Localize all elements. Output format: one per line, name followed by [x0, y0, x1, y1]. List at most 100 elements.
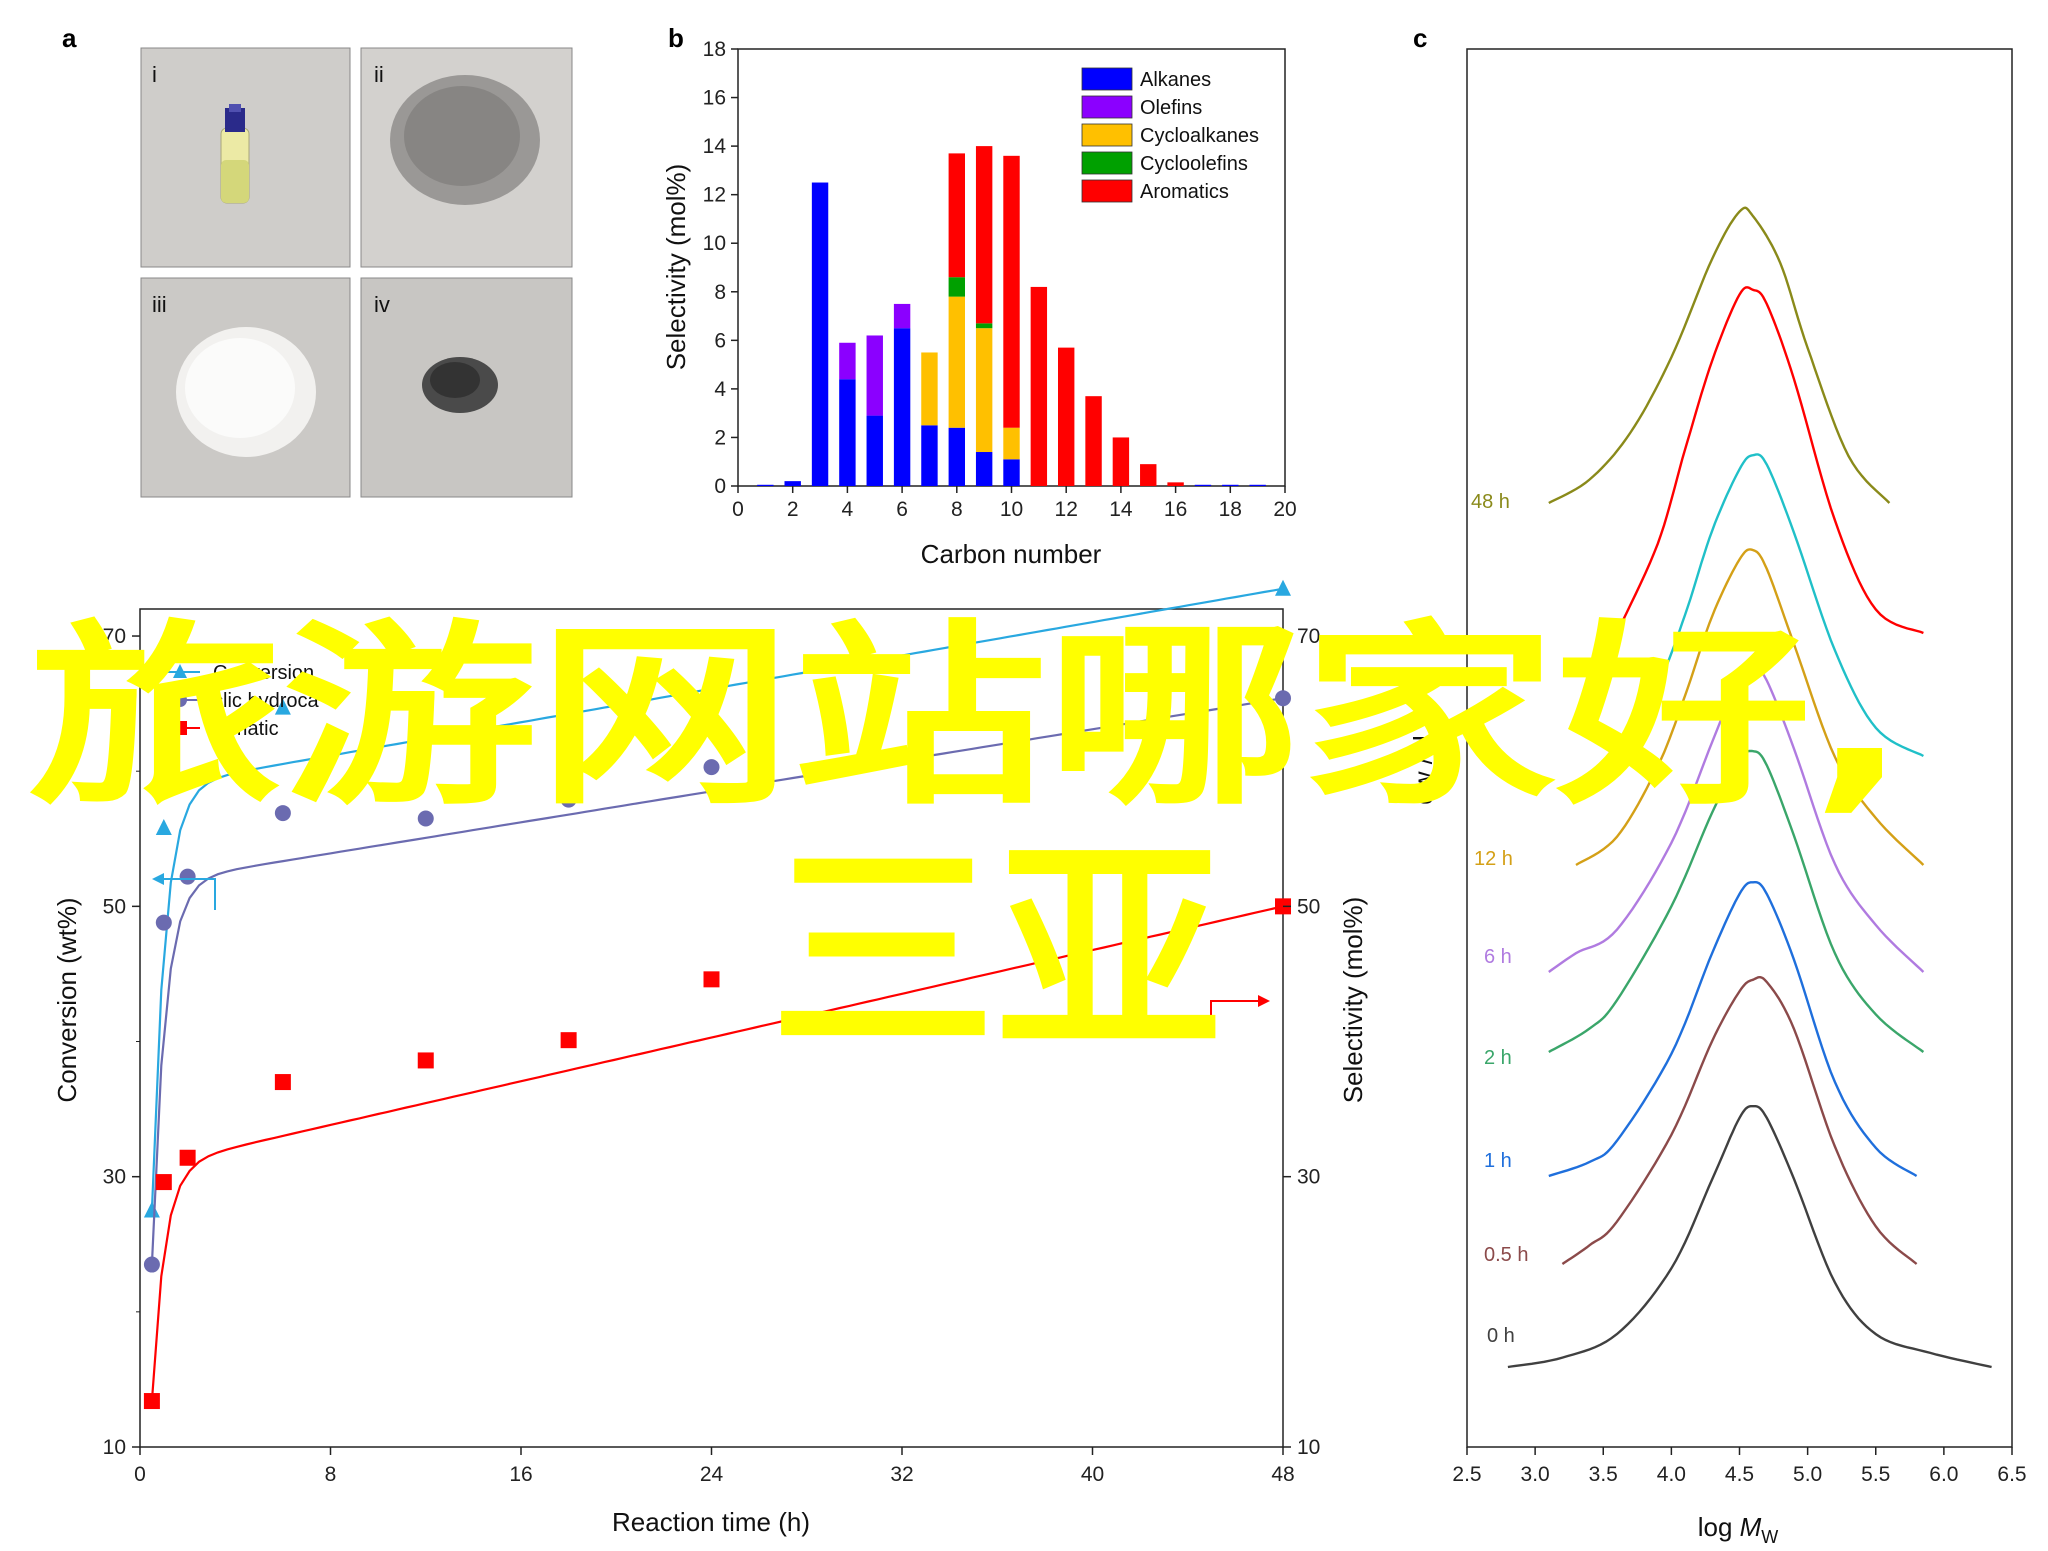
chart-d-ytick-label: 10 — [103, 1436, 126, 1459]
chart-d-ylabel: Conversion (wt%) — [52, 897, 82, 1102]
point-cyclic — [703, 759, 720, 776]
bar-cycloalkanes-c9 — [975, 328, 993, 453]
chart-b-bars — [757, 146, 1266, 486]
chart-d-ytick-label: 30 — [103, 1166, 126, 1189]
bar-aromatics-c14 — [1112, 437, 1130, 486]
point-conversion — [179, 771, 196, 788]
chart-d-ytick-label-right: 70 — [1297, 625, 1320, 648]
overlay-line-2: 三亚 — [770, 821, 1222, 1084]
chart-d-ytick-label-right: 50 — [1297, 895, 1320, 918]
gpc-curve-1-h — [1548, 881, 1918, 1178]
point-aromatics — [179, 1149, 196, 1166]
bar-aromatics-c8 — [948, 153, 966, 278]
photo-iv-label: iv — [374, 292, 390, 317]
bar-aromatics-c16 — [1167, 482, 1184, 486]
bar-cycloalkanes-c8 — [948, 296, 966, 428]
point-conversion — [417, 694, 434, 711]
gpc-label-0-h: 0 h — [1487, 1325, 1515, 1347]
point-conversion — [560, 678, 577, 695]
gpc-curve-24-h — [1615, 453, 1924, 758]
legend-swatch-alkanes — [1081, 67, 1133, 91]
point-conversion — [703, 629, 720, 646]
bar-alkanes-c5 — [866, 415, 883, 486]
chart-c-xtick-label: 4.5 — [1725, 1463, 1754, 1486]
photo-iv: iv — [360, 277, 573, 498]
chart-b-xtick-label: 14 — [1109, 498, 1133, 521]
bar-olefins-c5 — [866, 335, 883, 416]
bar-alkanes-c6 — [893, 328, 911, 486]
chart-b-xlabel: Carbon number — [921, 539, 1102, 569]
bar-cycloalkanes-c7 — [921, 352, 938, 426]
point-cyclic — [417, 810, 434, 827]
chart-d-ytick-label: 50 — [103, 895, 126, 918]
fit-line-2 — [150, 905, 1284, 1402]
chart-c-plot: 0 h 0.5 h 1 h 2 h 6 h 12 h 48 h — [1471, 206, 1992, 1369]
bar-aromatics-c12 — [1057, 347, 1075, 486]
fit-line-0 — [150, 587, 1284, 1211]
chart-c-xtick-label: 3.5 — [1589, 1463, 1618, 1486]
chart-b-ytick-label: 10 — [703, 232, 726, 255]
chart-c-xtick-label: 4.0 — [1657, 1463, 1686, 1486]
bar-alkanes-c8 — [948, 427, 966, 486]
point-aromatics — [274, 1074, 291, 1091]
chart-b-ytick-label: 14 — [703, 135, 727, 158]
chart-c-xtick-label: 6.5 — [1997, 1463, 2026, 1486]
gpc-label-0-5-h: 0.5 h — [1484, 1244, 1528, 1266]
chart-b-ytick-label: 12 — [703, 184, 726, 207]
chart-b-xtick-label: 10 — [1000, 498, 1023, 521]
point-cyclic — [1275, 690, 1291, 707]
point-aromatics — [155, 1174, 172, 1191]
photo-ii: ii — [360, 47, 573, 268]
selectivity-axis-arrow — [1210, 995, 1270, 1020]
legend-swatch-cycloalkanes — [1081, 123, 1133, 147]
point-aromatics — [560, 1032, 577, 1049]
chart-b-xtick-label: 0 — [732, 498, 744, 521]
point-cyclic — [179, 868, 196, 885]
gpc-curve-0-h — [1507, 1104, 1992, 1369]
bar-alkanes-c4 — [839, 379, 856, 486]
bar-alkanes-c17 — [1194, 484, 1212, 486]
chart-b-xtick-label: 8 — [951, 498, 963, 521]
bar-alkanes-c3 — [811, 182, 829, 486]
legend-text-2: romatic — [213, 718, 279, 740]
photo-iii-label: iii — [152, 292, 167, 317]
chart-c-xtick-label: 2.5 — [1452, 1463, 1481, 1486]
point-aromatics — [417, 1052, 434, 1069]
gpc-label-6-h: 6 h — [1484, 946, 1512, 968]
chart-b-xtick-label: 2 — [787, 498, 799, 521]
chart-b-ylabel: Selectivity (mol%) — [661, 164, 691, 371]
chart-b-ytick-label: 16 — [703, 87, 726, 110]
legend-swatch-cycloolefins — [1081, 151, 1133, 175]
legend-text-1: clic hydroca — [213, 690, 319, 712]
legend-swatch-aromatics — [1081, 179, 1133, 203]
chart-d-xtick-label: 0 — [134, 1463, 146, 1486]
chart-c-xtick-label: 6.0 — [1929, 1463, 1958, 1486]
point-cyclic — [560, 791, 577, 808]
chart-d-plot — [143, 579, 1291, 1410]
photo-i-label: i — [152, 62, 157, 87]
bar-aromatics-c15 — [1140, 464, 1157, 486]
gpc-curve-6-h — [1548, 664, 1925, 973]
chart-d-xtick-label: 8 — [325, 1463, 337, 1486]
overlay-banner: 旅游网站哪家好, 三亚 — [28, 604, 1908, 1084]
legend-swatch-olefins — [1081, 95, 1133, 119]
bar-aromatics-c11 — [1030, 286, 1048, 486]
chart-b-xtick-label: 4 — [842, 498, 854, 521]
bar-olefins-c4 — [839, 342, 856, 380]
photo-i: i — [140, 47, 351, 268]
panel-b: b 0 2 4 6 8 10 12 14 16 18 20 0 2 4 6 8 10 12 14 16 18 Alkan… — [661, 23, 1297, 569]
panel-b-label: b — [668, 23, 684, 53]
bar-cycloolefins-c9 — [975, 323, 993, 329]
legend-label-alkanes: Alkanes — [1140, 69, 1211, 91]
chart-c-xtick-label: 5.0 — [1793, 1463, 1822, 1486]
legend-text-0: Conversion — [213, 662, 314, 684]
legend-label-cycloalkanes: Cycloalkanes — [1140, 125, 1259, 147]
point-cyclic — [155, 914, 172, 931]
chart-b-legend: Alkanes Olefins Cycloalkanes Cycloolefins Ar… — [1081, 67, 1259, 203]
point-aromatics — [703, 971, 720, 988]
chart-d-ytick-label-right: 10 — [1297, 1436, 1320, 1459]
gpc-curve-12-h — [1575, 548, 1925, 867]
chart-b-ytick-label: 18 — [703, 38, 726, 61]
gpc-curve-48-h — [1548, 206, 1891, 505]
chart-b-ytick-label: 4 — [714, 378, 726, 401]
